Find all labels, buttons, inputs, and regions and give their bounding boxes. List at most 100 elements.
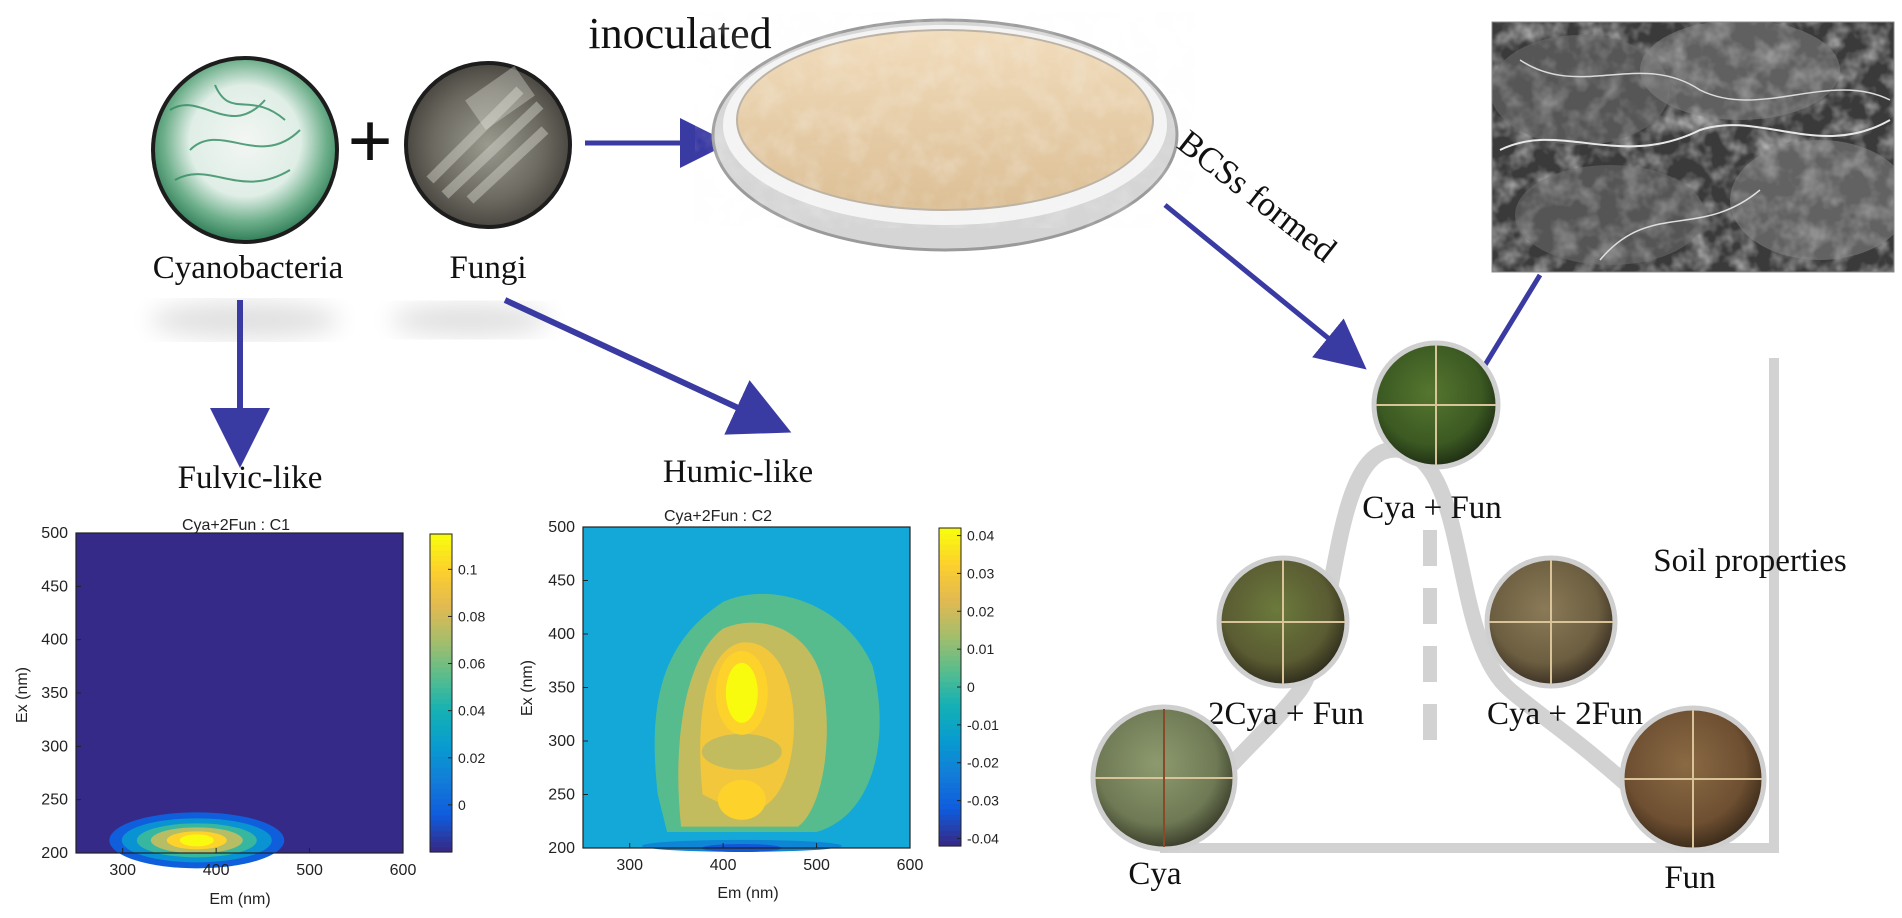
arrow-to-humic xyxy=(503,297,792,435)
humic-label: Humic-like xyxy=(663,454,813,490)
y-tick-label: 350 xyxy=(41,685,68,702)
colorbar-segment xyxy=(430,841,452,848)
colorbar-segment xyxy=(939,824,961,831)
colorbar-segment xyxy=(430,555,452,562)
colorbar-segment xyxy=(430,592,452,599)
colorbar-segment xyxy=(430,534,452,540)
eem-chart-c2: Cya+2Fun : C2 300 400 500 600 200 250 300 350 4… xyxy=(519,508,999,902)
colorbar-segment xyxy=(430,804,452,811)
y-tick-label: 250 xyxy=(41,792,68,809)
colorbar-segment xyxy=(430,724,452,731)
cyanobacteria-label: Cyanobacteria xyxy=(153,250,344,286)
y-tick-label: 200 xyxy=(548,840,575,857)
colorbar-segment xyxy=(430,746,452,752)
colorbar-segment xyxy=(430,814,452,821)
x-tick-label: 600 xyxy=(897,857,924,874)
colorbar-segment xyxy=(430,809,452,816)
colorbar-tick-label: 0 xyxy=(458,797,466,813)
label-cya-2fun: Cya + 2Fun xyxy=(1487,696,1643,732)
x-tick-label: 400 xyxy=(710,857,737,874)
dish-fun xyxy=(1619,705,1767,853)
colorbar-segment xyxy=(430,698,452,705)
x-tick-label: 500 xyxy=(803,857,830,874)
y-tick-label: 350 xyxy=(548,680,575,697)
colorbar-segment xyxy=(939,777,961,783)
colorbar-segment xyxy=(430,772,452,779)
colorbar-segment xyxy=(430,608,452,615)
colorbar-tick-label: 0.08 xyxy=(458,608,485,624)
colorbar-tick-label: -0.04 xyxy=(967,830,999,846)
colorbar-tick-label: 0.02 xyxy=(458,750,485,766)
colorbar-segment xyxy=(939,724,961,730)
colorbar-segment xyxy=(939,623,961,630)
dish-cya-2fun xyxy=(1484,555,1618,689)
colorbar-tick-label: -0.02 xyxy=(967,755,999,771)
colorbar-tick-label: 0 xyxy=(967,679,975,695)
colorbar-segment xyxy=(939,718,961,725)
colorbar-tick-label: 0.03 xyxy=(967,565,994,581)
cyanobacteria-dish xyxy=(151,56,339,244)
colorbar-segment xyxy=(939,655,961,662)
colorbar-segment xyxy=(939,798,961,805)
y-tick-label: 500 xyxy=(41,525,68,542)
y-tick-label: 250 xyxy=(548,787,575,804)
colorbar-segment xyxy=(430,618,452,625)
colorbar-segment xyxy=(939,687,961,693)
colorbar-segment xyxy=(939,803,961,810)
colorbar-segment xyxy=(430,634,452,641)
chart-c1-ylabel: Ex (nm) xyxy=(14,667,31,723)
colorbar-segment xyxy=(939,755,961,762)
colorbar-segment xyxy=(939,660,961,667)
colorbar-tick-label: 0.04 xyxy=(458,703,485,719)
colorbar-segment xyxy=(939,639,961,646)
chart-c1-xlabel: Em (nm) xyxy=(209,891,270,908)
arrow-bcss-formed xyxy=(1163,203,1367,370)
chart-c1-plot-area xyxy=(76,533,403,853)
fungi-shadow xyxy=(390,304,550,336)
colorbar-segment xyxy=(939,793,961,799)
colorbar-segment xyxy=(939,761,961,768)
contour-band xyxy=(701,733,782,770)
colorbar-segment xyxy=(939,634,961,640)
colorbar-segment xyxy=(430,613,452,620)
colorbar-segment xyxy=(939,554,961,561)
colorbar-segment xyxy=(430,655,452,662)
colorbar-segment xyxy=(939,665,961,672)
colorbar-segment xyxy=(430,777,452,784)
cyanobacteria-shadow xyxy=(150,302,340,338)
chart-c2-ylabel: Ex (nm) xyxy=(519,660,536,716)
y-tick-label: 400 xyxy=(548,626,575,643)
colorbar-frame xyxy=(429,533,453,853)
colorbar-segment xyxy=(939,787,961,794)
contour-peak xyxy=(725,662,758,723)
colorbar-segment xyxy=(430,846,452,853)
colorbar-segment xyxy=(939,729,961,736)
soil-properties-label: Soil properties xyxy=(1653,543,1846,579)
colorbar-segment xyxy=(939,840,961,847)
colorbar-segment xyxy=(939,649,961,656)
colorbar-segment xyxy=(430,693,452,699)
colorbar-segment xyxy=(939,708,961,715)
colorbar-segment xyxy=(430,740,452,747)
colorbar-segment xyxy=(939,819,961,826)
colorbar-segment xyxy=(939,830,961,836)
chart-c1-title: Cya+2Fun : C1 xyxy=(182,517,290,534)
label-cya-fun: Cya + Fun xyxy=(1362,490,1502,526)
dish-cya-fun xyxy=(1371,340,1501,470)
colorbar-segment xyxy=(430,714,452,721)
colorbar-segment xyxy=(430,560,452,567)
fulvic-label: Fulvic-like xyxy=(178,460,323,496)
colorbar-segment xyxy=(939,734,961,741)
colorbar-segment xyxy=(939,713,961,720)
colorbar-segment xyxy=(430,666,452,673)
x-tick-label: 400 xyxy=(203,862,230,879)
colorbar-segment xyxy=(430,571,452,577)
colorbar-segment xyxy=(939,740,961,746)
colorbar-segment xyxy=(939,766,961,773)
contour-peak xyxy=(717,779,766,820)
colorbar-segment xyxy=(430,581,452,588)
colorbar-segment xyxy=(430,597,452,604)
colorbar-segment xyxy=(430,730,452,736)
colorbar-segment xyxy=(430,820,452,827)
